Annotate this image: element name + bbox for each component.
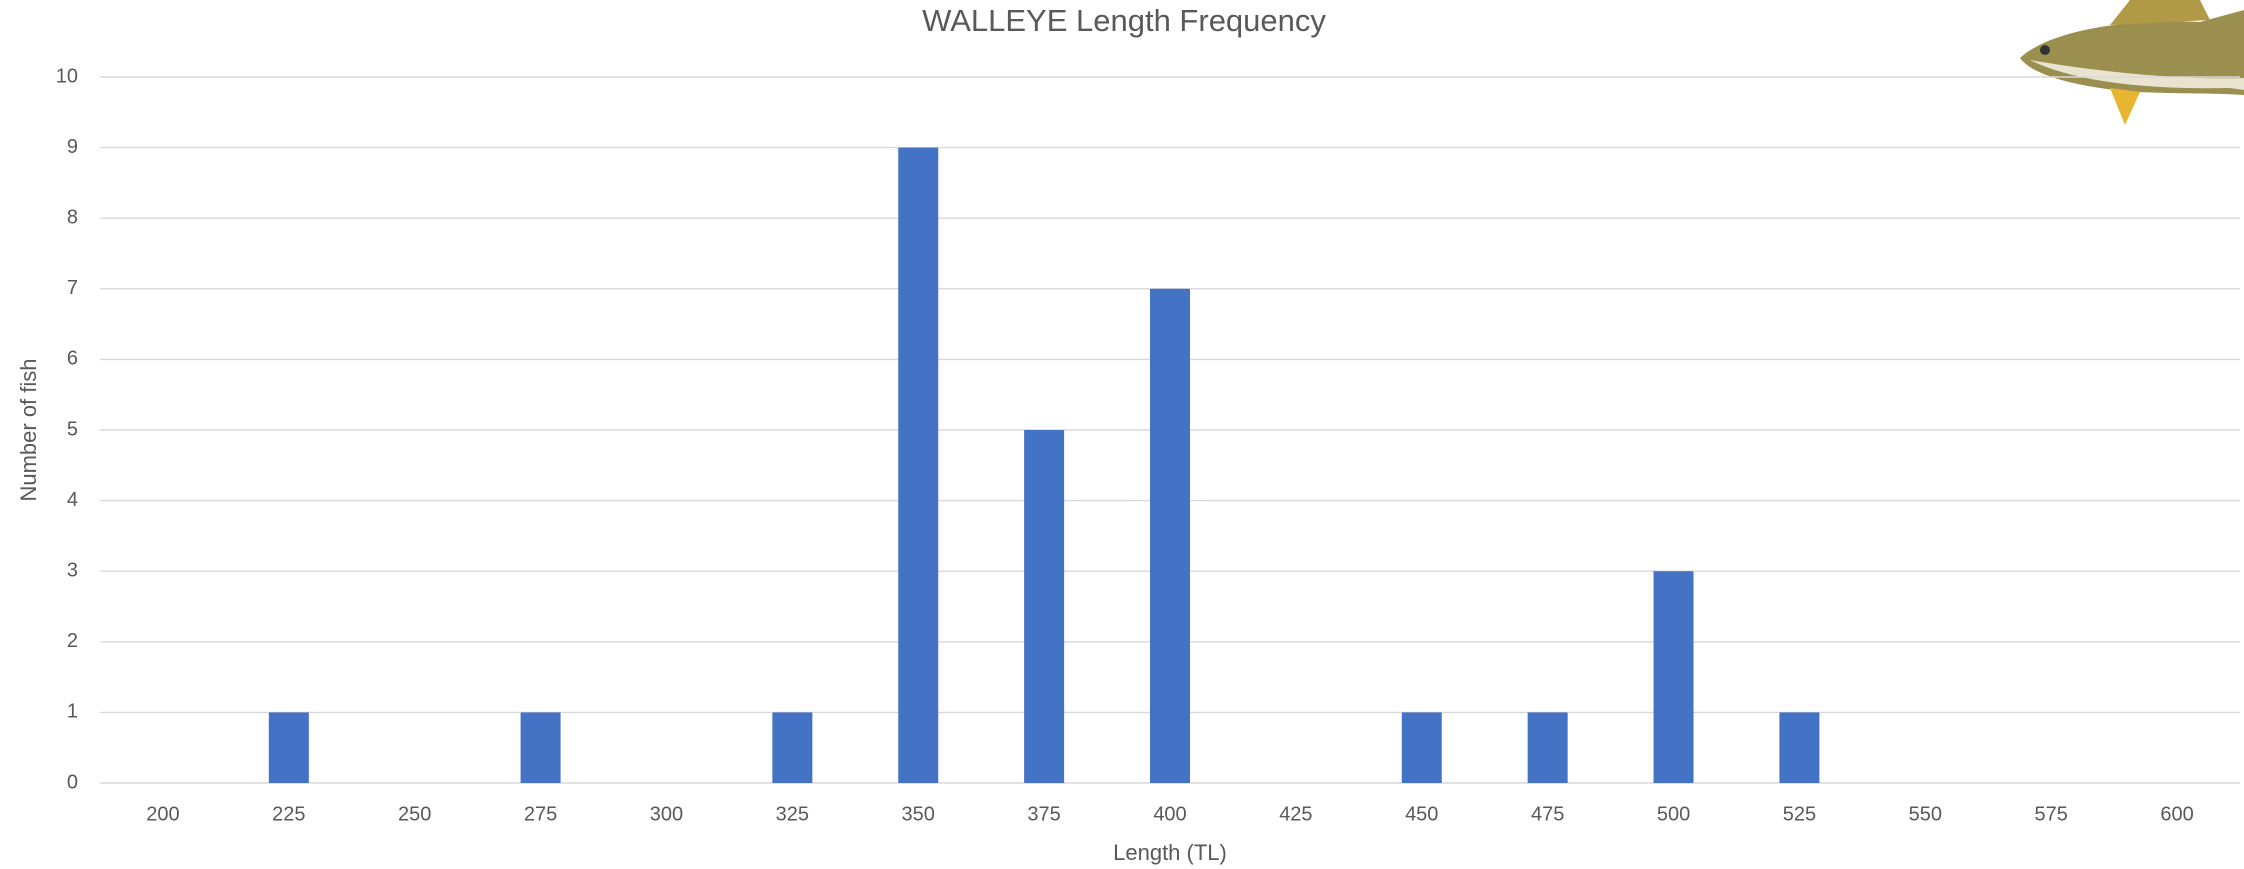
x-tick-label: 325 <box>776 803 809 825</box>
x-tick-label: 600 <box>2160 803 2193 825</box>
x-tick-label: 575 <box>2034 803 2067 825</box>
y-tick-label: 8 <box>67 206 78 228</box>
y-tick-label: 3 <box>67 559 78 581</box>
bar <box>1150 288 1190 783</box>
x-tick-label: 300 <box>650 803 683 825</box>
y-tick-label: 2 <box>67 630 78 652</box>
x-tick-label: 525 <box>1783 803 1816 825</box>
bar <box>898 147 939 784</box>
x-tick-label: 500 <box>1657 803 1690 825</box>
x-tick-label: 375 <box>1027 803 1060 825</box>
bar <box>1527 712 1568 783</box>
y-tick-label: 1 <box>67 701 78 723</box>
x-tick-label: 450 <box>1405 803 1438 825</box>
y-tick-label: 9 <box>67 136 78 158</box>
x-tick-label: 475 <box>1531 803 1564 825</box>
y-tick-label: 4 <box>67 489 78 511</box>
y-tick-label: 7 <box>67 277 78 299</box>
chart-title: WALLEYE Length Frequency <box>922 3 1326 38</box>
y-tick-label: 6 <box>67 348 78 370</box>
bar <box>772 712 813 783</box>
bar <box>1779 712 1820 783</box>
x-tick-label: 550 <box>1909 803 1942 825</box>
y-tick-label: 10 <box>56 65 78 87</box>
x-tick-label: 200 <box>146 803 179 825</box>
x-tick-label: 225 <box>272 803 305 825</box>
x-tick-label: 400 <box>1153 803 1186 825</box>
x-tick-label: 250 <box>398 803 431 825</box>
y-tick-label: 0 <box>67 771 78 793</box>
x-tick-label: 425 <box>1279 803 1312 825</box>
x-axis-label: Length (TL) <box>1113 840 1227 865</box>
x-tick-label: 275 <box>524 803 557 825</box>
fish-illustration <box>2020 0 2244 125</box>
x-tick-label: 350 <box>902 803 935 825</box>
bar <box>520 712 561 783</box>
bar <box>268 712 309 783</box>
bar <box>1653 571 1694 783</box>
y-axis-label: Number of fish <box>16 358 41 501</box>
bar <box>1024 430 1065 783</box>
y-tick-label: 5 <box>67 418 78 440</box>
bar <box>1401 712 1442 783</box>
